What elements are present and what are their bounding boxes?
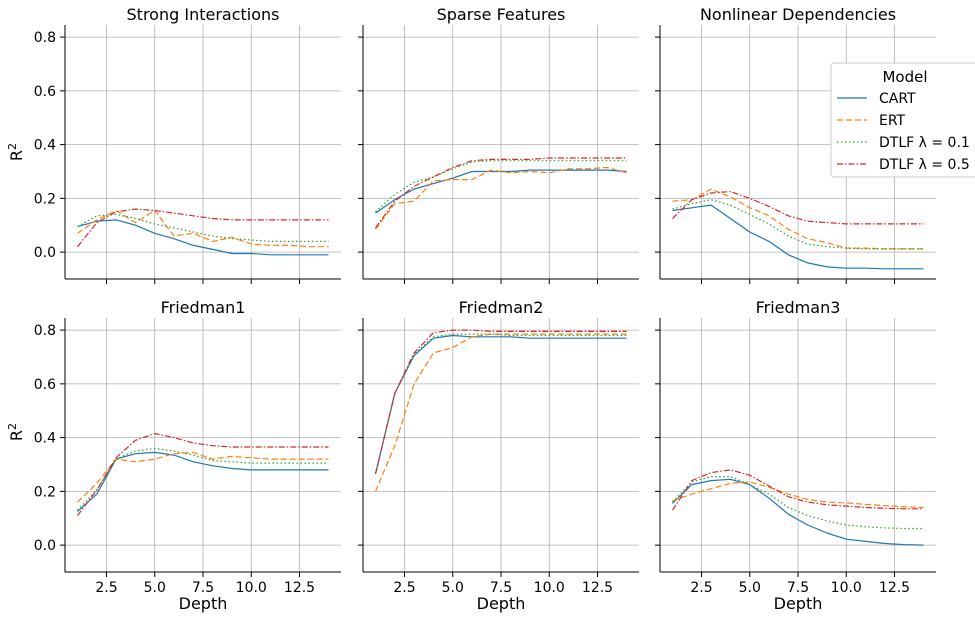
y-tick-label: 0.8: [34, 30, 56, 46]
x-tick-label: 12.5: [582, 580, 613, 596]
panel-title: Strong Interactions: [127, 5, 280, 24]
panels: 0.0 0.2 0.4 0.6 0.8 Strong Interactions Sparse…: [34, 5, 936, 613]
x-tick-label: 10.0: [236, 580, 267, 596]
y-tick-label: 0.8: [34, 323, 56, 339]
legend-entry-label: ERT: [879, 113, 906, 129]
x-axis-label: Depth: [477, 594, 526, 613]
x-axis-label: Depth: [774, 594, 823, 613]
x-tick-label: 5.0: [739, 580, 761, 596]
y-tick-label: 0.0: [34, 245, 56, 261]
legend: Model CART ERT DTLF λ = 0.1 DTLF λ = 0.5: [831, 63, 975, 177]
panel-4: 2.5 5.0 7.5 10.0 12.50.00.20.40.60.8Friedman…: [34, 298, 341, 613]
panel-1: 0.0 0.2 0.4 0.6 0.8 Strong Interactions: [34, 5, 341, 284]
legend-entry-label: DTLF λ = 0.1: [879, 135, 970, 151]
x-tick-label: 2.5: [95, 580, 117, 596]
panel-title: Sparse Features: [437, 5, 566, 24]
x-tick-label: 12.5: [284, 580, 315, 596]
legend-title: Model: [882, 68, 927, 86]
y-axis-label-bottom: R2: [6, 423, 26, 441]
x-tick-label: 2.5: [690, 580, 712, 596]
y-tick-label: 0.6: [34, 84, 56, 100]
legend-entry-label: CART: [879, 91, 916, 107]
y-tick-label: 0.4: [34, 138, 56, 154]
y-tick-label: 0.2: [34, 484, 56, 500]
y-tick-label: 0.4: [34, 431, 56, 447]
y-axis-label-top: R2: [6, 143, 26, 161]
y-tick-label: 0.0: [34, 538, 56, 554]
x-tick-label: 2.5: [393, 580, 415, 596]
legend-entry-label: DTLF λ = 0.5: [879, 157, 970, 173]
y-tick-label: 0.6: [34, 377, 56, 393]
x-tick-label: 10.0: [831, 580, 862, 596]
x-tick-label: 5.0: [442, 580, 464, 596]
panel-title: Friedman3: [756, 298, 841, 317]
panel-title: Nonlinear Dependencies: [700, 5, 896, 24]
y-tick-label: 0.2: [34, 191, 56, 207]
x-tick-label: 10.0: [534, 580, 565, 596]
x-axis-label: Depth: [179, 594, 228, 613]
panel-title: Friedman2: [459, 298, 544, 317]
panel-title: Friedman1: [161, 298, 246, 317]
x-tick-label: 12.5: [879, 580, 910, 596]
panel-2: Sparse Features: [358, 5, 639, 284]
x-tick-label: 5.0: [144, 580, 166, 596]
